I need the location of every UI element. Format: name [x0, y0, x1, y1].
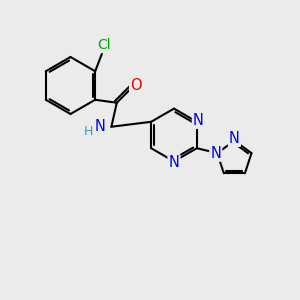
Text: N: N	[169, 155, 179, 170]
Text: O: O	[130, 78, 142, 93]
Text: N: N	[210, 146, 221, 160]
Text: H: H	[84, 125, 94, 138]
Text: N: N	[94, 119, 105, 134]
Text: N: N	[193, 113, 204, 128]
Text: Cl: Cl	[98, 38, 111, 52]
Text: N: N	[229, 131, 240, 146]
